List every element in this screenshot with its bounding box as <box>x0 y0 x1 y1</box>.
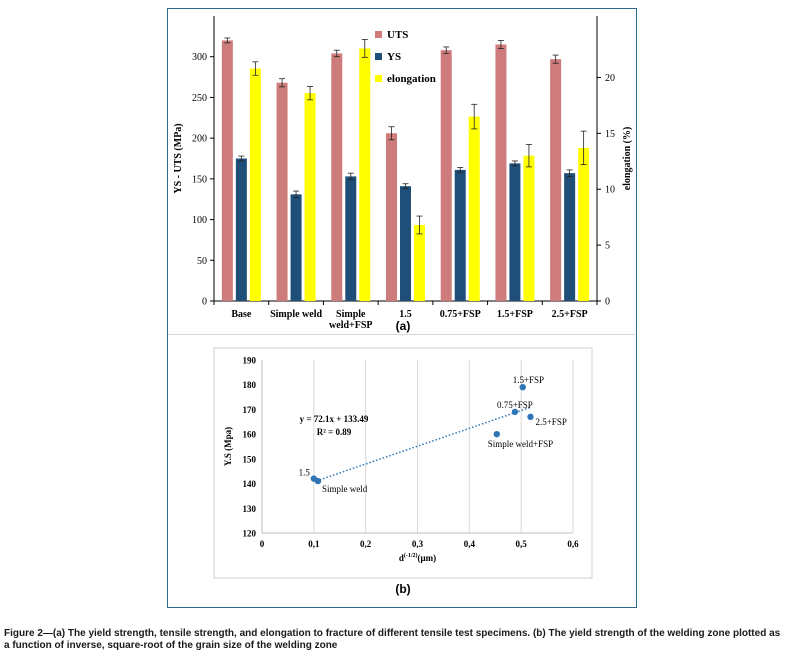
x-category-label: 1.5 <box>399 309 412 320</box>
legend-swatch-elongation <box>375 75 382 82</box>
bar-uts <box>386 133 397 301</box>
data-point-label: 2.5+FSP <box>535 417 566 427</box>
x-axis-title: d(-1/2)(μm) <box>399 552 436 563</box>
bar-uts <box>331 53 343 302</box>
left-tick-label: 0 <box>202 297 207 308</box>
left-tick-label: 50 <box>197 256 207 267</box>
data-point-label: Simple weld+FSP <box>488 439 553 449</box>
bar-elongation <box>359 48 371 301</box>
y-tick-label: 130 <box>243 504 257 514</box>
legend-label: elongation <box>387 73 436 85</box>
caption-line-1: Figure 2—(a) The yield strength, tensile… <box>4 628 781 639</box>
legend-label: YS <box>387 51 401 63</box>
x-category-label: 1.5+FSP <box>497 309 533 320</box>
right-tick-label: 0 <box>605 297 610 308</box>
x-tick-label: 0,1 <box>308 539 320 549</box>
x-tick-label: 0,5 <box>516 539 528 549</box>
bar-uts <box>550 59 562 302</box>
bar-ys <box>509 163 521 301</box>
bar-ys <box>345 176 357 301</box>
y2-axis-title: elongation (%) <box>622 127 633 191</box>
bar-ys <box>290 194 302 301</box>
x-category-label: Base <box>231 309 252 320</box>
trend-r-squared: R² = 0.89 <box>317 427 352 437</box>
scatter-plot-area <box>213 347 593 579</box>
bar-elongation <box>468 116 480 302</box>
x-tick-label: 0,6 <box>567 539 579 549</box>
y-tick-label: 140 <box>243 479 257 489</box>
x-tick-label: 0,2 <box>360 539 372 549</box>
caption-line-2: a function of inverse, square-root of th… <box>4 640 338 651</box>
legend-label: UTS <box>387 29 408 41</box>
data-point <box>493 430 501 438</box>
x-category-label: Simple <box>336 309 366 320</box>
legend-swatch-ys <box>375 53 382 60</box>
x-tick-label: 0 <box>260 539 265 549</box>
bar-elongation <box>578 147 590 301</box>
y-tick-label: 180 <box>243 380 257 390</box>
panel-label-a: (a) <box>396 319 411 333</box>
x-tick-label: 0,3 <box>412 539 424 549</box>
x-category-label: 0.75+FSP <box>440 309 481 320</box>
y-axis-title: Y.S (Mpa) <box>223 427 233 466</box>
bar-ys <box>454 169 466 301</box>
bar-elongation <box>249 68 261 301</box>
bar-ys <box>400 186 411 301</box>
left-tick-label: 300 <box>192 52 207 63</box>
bar-elongation <box>414 225 425 301</box>
left-tick-label: 100 <box>192 215 207 226</box>
right-tick-label: 15 <box>605 129 615 140</box>
x-tick-label: 0,4 <box>464 539 476 549</box>
left-tick-label: 250 <box>192 93 207 104</box>
data-point <box>310 475 318 482</box>
bar-uts <box>221 40 233 302</box>
x-category-label: Simple weld <box>270 309 322 320</box>
right-tick-label: 10 <box>605 185 615 196</box>
data-point-label: Simple weld <box>322 484 368 494</box>
y-axis-title: YS - UTS (MPa) <box>173 123 184 193</box>
trend-equation: y = 72.1x + 133.49 <box>300 414 369 424</box>
trendline <box>316 406 532 482</box>
left-tick-label: 200 <box>192 134 207 145</box>
x-axis-title-sup: (-1/2) <box>404 552 418 559</box>
figure-charts: 0 50 100 150 200 250 300 0 5 10 15 20 YS - UTS (MPa)… <box>173 16 633 596</box>
x-axis-title-base: d <box>399 553 404 563</box>
x-axis-title-unit: (μm) <box>418 553 437 563</box>
legend-swatch-uts <box>375 31 382 38</box>
data-point-label: 1.5+FSP <box>513 375 544 385</box>
y-tick-label: 190 <box>243 356 257 366</box>
bar-elongation <box>304 93 316 301</box>
data-point-label: 1.5 <box>299 468 311 478</box>
right-tick-label: 5 <box>605 241 610 252</box>
data-point <box>511 408 519 416</box>
left-tick-label: 150 <box>192 174 207 185</box>
bar-ys <box>235 158 247 301</box>
y-tick-label: 150 <box>243 454 257 464</box>
y-tick-label: 120 <box>243 529 257 539</box>
panel-label-b: (b) <box>395 582 410 596</box>
bar-elongation <box>523 155 535 301</box>
bar-uts <box>440 50 452 302</box>
x-category-label: weld+FSP <box>329 320 372 331</box>
y-tick-label: 160 <box>243 430 257 440</box>
data-point <box>527 413 534 421</box>
bar-uts <box>495 44 507 301</box>
bar-ys <box>564 173 576 301</box>
panel-divider <box>168 334 635 335</box>
y-tick-label: 170 <box>243 405 257 415</box>
x-category-label: 2.5+FSP <box>552 309 588 320</box>
right-tick-label: 20 <box>605 73 615 84</box>
data-point-label: 0.75+FSP <box>497 400 533 410</box>
data-point <box>519 383 526 391</box>
figure-caption: Figure 2—(a) The yield strength, tensile… <box>4 628 804 652</box>
bar-uts <box>276 82 288 302</box>
